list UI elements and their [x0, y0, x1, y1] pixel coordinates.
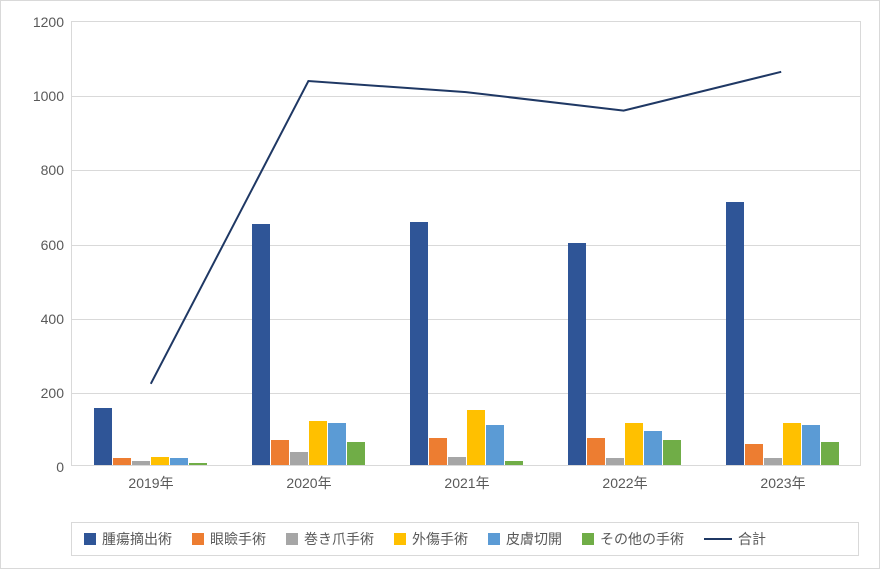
legend-item: 腫瘍摘出術 [84, 529, 172, 549]
y-axis-label: 1000 [33, 88, 64, 104]
legend-swatch [192, 533, 204, 545]
legend-item: 外傷手術 [394, 529, 468, 549]
legend-item: 皮膚切開 [488, 529, 562, 549]
legend-label: 腫瘍摘出術 [102, 529, 172, 549]
legend-swatch [84, 533, 96, 545]
legend-swatch [394, 533, 406, 545]
y-axis-label: 0 [56, 459, 64, 475]
legend-swatch [582, 533, 594, 545]
legend-label: 合計 [738, 529, 766, 549]
legend-label: 外傷手術 [412, 529, 468, 549]
legend-swatch [488, 533, 500, 545]
legend-swatch [286, 533, 298, 545]
legend-label: その他の手術 [600, 529, 684, 549]
legend-item: 巻き爪手術 [286, 529, 374, 549]
plot-area: 0200400600800100012002019年2020年2021年2022… [71, 21, 861, 466]
chart-container: 0 200 400 600 800 1000 1200 2019年 2020年 2021年 2022… [0, 0, 880, 569]
legend-item: 眼瞼手術 [192, 529, 266, 549]
legend-label: 眼瞼手術 [210, 529, 266, 549]
x-axis-label: 2023年 [760, 473, 805, 493]
legend-item: 合計 [704, 529, 766, 549]
legend-line-icon [704, 538, 732, 540]
legend: 腫瘍摘出術 眼瞼手術 巻き爪手術 外傷手術 皮膚切開 その他の手術 合計 [71, 522, 859, 556]
y-axis-label: 600 [41, 237, 64, 253]
y-axis-label: 400 [41, 311, 64, 327]
legend-label: 皮膚切開 [506, 529, 562, 549]
y-axis-label: 800 [41, 162, 64, 178]
x-axis-label: 2020年 [286, 473, 331, 493]
x-axis-label: 2021年 [444, 473, 489, 493]
legend-label: 巻き爪手術 [304, 529, 374, 549]
y-axis-label: 200 [41, 385, 64, 401]
line-series [72, 22, 860, 465]
x-axis-label: 2019年 [128, 473, 173, 493]
legend-item: その他の手術 [582, 529, 684, 549]
y-axis-label: 1200 [33, 14, 64, 30]
x-axis-label: 2022年 [602, 473, 647, 493]
